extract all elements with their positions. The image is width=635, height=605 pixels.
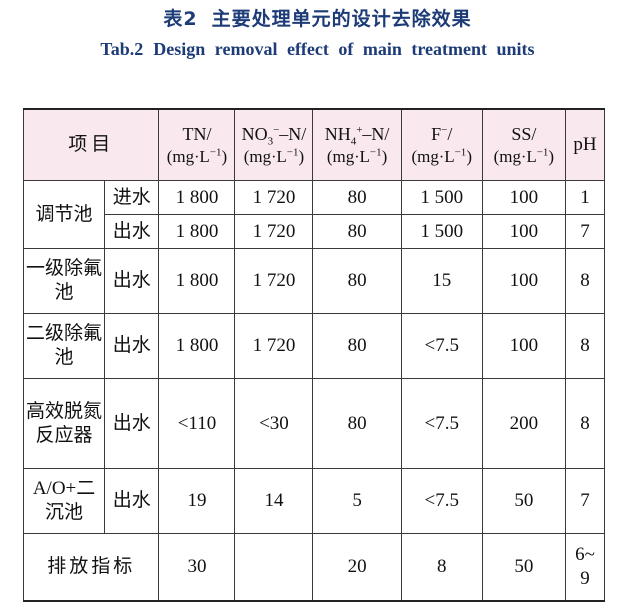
cell-ss: 100 — [481, 214, 566, 249]
row-flow-type: 进水 — [104, 180, 160, 215]
cell-nh4n: 80 — [312, 378, 402, 469]
cell-no3n — [234, 533, 314, 602]
cell-ss: 50 — [481, 533, 566, 602]
cell-nh4n: 5 — [312, 468, 402, 534]
table-container: 项目 TN/ (mg·L−1) NO3−–N/ (mg·L−1) NH4+–N/… — [22, 108, 606, 602]
cell-tn: 19 — [158, 468, 236, 534]
cell-fluoride: <7.5 — [400, 378, 483, 469]
table-row: 一级除氟池 出水 1 800 1 720 80 15 100 8 — [22, 248, 606, 314]
cell-nh4n: 80 — [312, 180, 402, 215]
caption-chinese-title: 主要处理单元的设计去除效果 — [211, 8, 472, 30]
table-row: 高效脱氮反应器 出水 <110 <30 80 <7.5 200 8 — [22, 378, 606, 469]
design-removal-effect-table: 项目 TN/ (mg·L−1) NO3−–N/ (mg·L−1) NH4+–N/… — [22, 108, 606, 602]
cell-no3n: <30 — [234, 378, 314, 469]
header-item: 项目 — [22, 108, 160, 181]
figure-caption: 表2 主要处理单元的设计去除效果 Tab.2 Design removal effe… — [0, 0, 635, 64]
cell-fluoride: 1 500 — [400, 180, 483, 215]
row-unit-name: 一级除氟池 — [22, 248, 106, 314]
cell-no3n: 14 — [234, 468, 314, 534]
table-row: A/O+二沉池 出水 19 14 5 <7.5 50 7 — [22, 468, 606, 534]
header-ss: SS/ (mg·L−1) — [481, 108, 566, 181]
header-nh4n: NH4+–N/ (mg·L−1) — [312, 108, 402, 181]
table-row: 二级除氟池 出水 1 800 1 720 80 <7.5 100 8 — [22, 313, 606, 379]
header-ss-label: SS/ — [511, 123, 537, 144]
cell-nh4n: 80 — [312, 248, 402, 314]
cell-ph: 7 — [564, 214, 606, 249]
cell-tn: 1 800 — [158, 214, 236, 249]
header-fluoride-unit: (mg·L−1) — [411, 145, 472, 166]
cell-no3n: 1 720 — [234, 248, 314, 314]
cell-fluoride: <7.5 — [400, 468, 483, 534]
cell-fluoride: <7.5 — [400, 313, 483, 379]
table-row: 调节池 进水 1 800 1 720 80 1 500 100 1 — [22, 180, 606, 249]
cell-tn: <110 — [158, 378, 236, 469]
cell-ss: 100 — [481, 313, 566, 379]
header-tn-unit: (mg·L−1) — [166, 145, 228, 166]
table-row: 出水 1 800 1 720 80 1 500 100 7 — [24, 214, 606, 249]
row-flow-type: 出水 — [104, 468, 160, 534]
header-nh4n-label: NH4+–N/ — [324, 123, 390, 148]
row-flow-type: 出水 — [104, 313, 160, 379]
cell-ss: 50 — [481, 468, 566, 534]
cell-ph: 6~ 9 — [564, 533, 606, 602]
table-header-row: 项目 TN/ (mg·L−1) NO3−–N/ (mg·L−1) NH4+–N/… — [22, 108, 606, 181]
cell-tn: 1 800 — [158, 313, 236, 379]
cell-nh4n: 80 — [312, 214, 402, 249]
cell-fluoride: 15 — [400, 248, 483, 314]
cell-ph: 1 — [564, 180, 606, 215]
row-flow-type: 出水 — [104, 214, 160, 249]
row-unit-name: 二级除氟池 — [22, 313, 106, 379]
cell-no3n: 1 720 — [234, 180, 314, 215]
header-ss-unit: (mg·L−1) — [493, 145, 555, 166]
row-unit-name: A/O+二沉池 — [22, 468, 106, 534]
table-row: 排放指标 30 20 8 50 6~ 9 — [22, 533, 606, 602]
cell-fluoride: 8 — [400, 533, 483, 602]
caption-chinese: 表2 主要处理单元的设计去除效果 — [0, 6, 635, 32]
header-tn-label: TN/ — [182, 123, 212, 144]
cell-tn: 1 800 — [158, 248, 236, 314]
cell-fluoride: 1 500 — [400, 214, 483, 249]
caption-english: Tab.2 Design removal effect of main treat… — [0, 32, 635, 64]
row-unit-name: 高效脱氮反应器 — [22, 378, 106, 469]
header-fluoride-label: F−/ — [431, 123, 453, 144]
cell-ph: 8 — [564, 313, 606, 379]
header-no3n-label: NO3−–N/ — [241, 123, 307, 148]
cell-ss: 100 — [481, 180, 566, 215]
cell-ph: 8 — [564, 378, 606, 469]
header-nh4n-unit: (mg·L−1) — [326, 145, 388, 166]
caption-english-title: Design removal effect of main treatment … — [153, 39, 535, 59]
header-no3n-unit: (mg·L−1) — [243, 145, 305, 166]
row-flow-type: 出水 — [104, 248, 160, 314]
row-unit-name: 排放指标 — [22, 533, 160, 602]
header-fluoride: F−/ (mg·L−1) — [400, 108, 483, 181]
cell-tn: 1 800 — [158, 180, 236, 215]
header-ph: pH — [564, 108, 606, 181]
cell-ph: 8 — [564, 248, 606, 314]
cell-no3n: 1 720 — [234, 313, 314, 379]
caption-english-number: Tab.2 — [100, 39, 144, 59]
cell-no3n: 1 720 — [234, 214, 314, 249]
row-unit-name: 调节池 — [22, 180, 106, 249]
cell-ss: 100 — [481, 248, 566, 314]
cell-nh4n: 80 — [312, 313, 402, 379]
cell-tn: 30 — [158, 533, 236, 602]
caption-chinese-number: 表2 — [163, 8, 198, 30]
header-no3n: NO3−–N/ (mg·L−1) — [234, 108, 314, 181]
header-tn: TN/ (mg·L−1) — [158, 108, 236, 181]
row-flow-type: 出水 — [104, 378, 160, 469]
cell-nh4n: 20 — [312, 533, 402, 602]
cell-ph: 7 — [564, 468, 606, 534]
cell-ss: 200 — [481, 378, 566, 469]
